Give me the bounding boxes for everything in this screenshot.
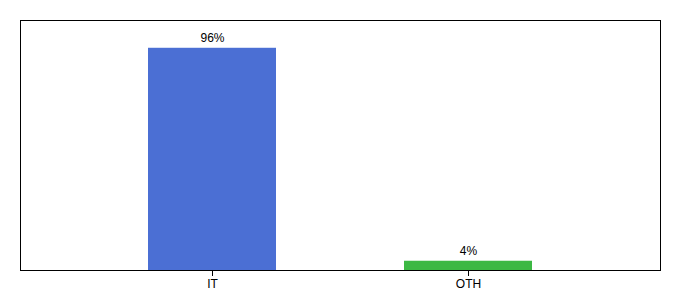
svg-text:96%: 96% [200, 31, 224, 45]
svg-text:IT: IT [207, 277, 218, 291]
svg-text:4%: 4% [460, 244, 478, 258]
svg-text:OTH: OTH [456, 277, 481, 291]
